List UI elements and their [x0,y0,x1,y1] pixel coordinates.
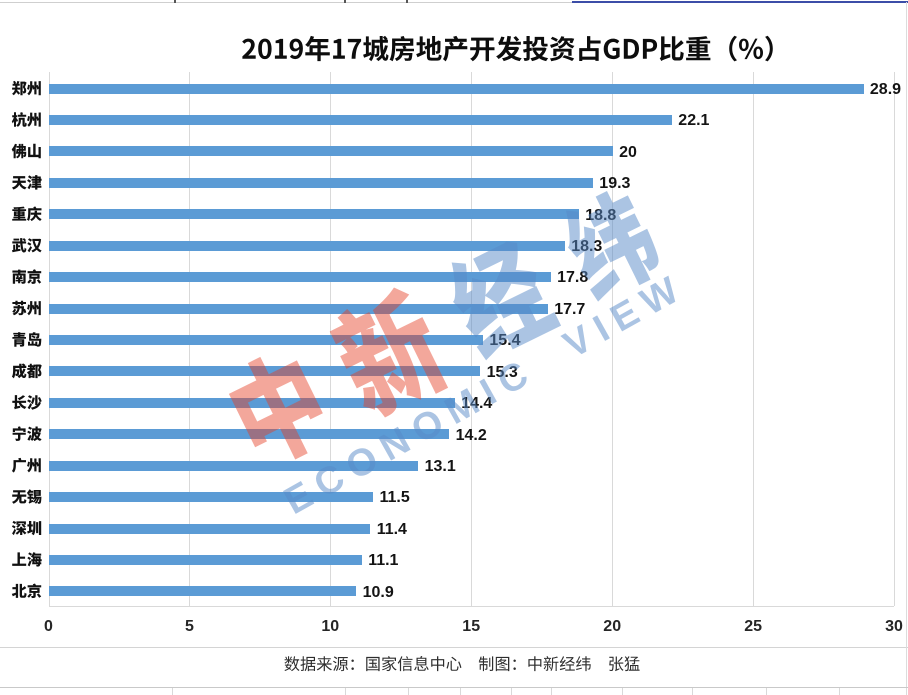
svg-text:ECONOMIC VIEW: ECONOMIC VIEW [277,265,693,523]
